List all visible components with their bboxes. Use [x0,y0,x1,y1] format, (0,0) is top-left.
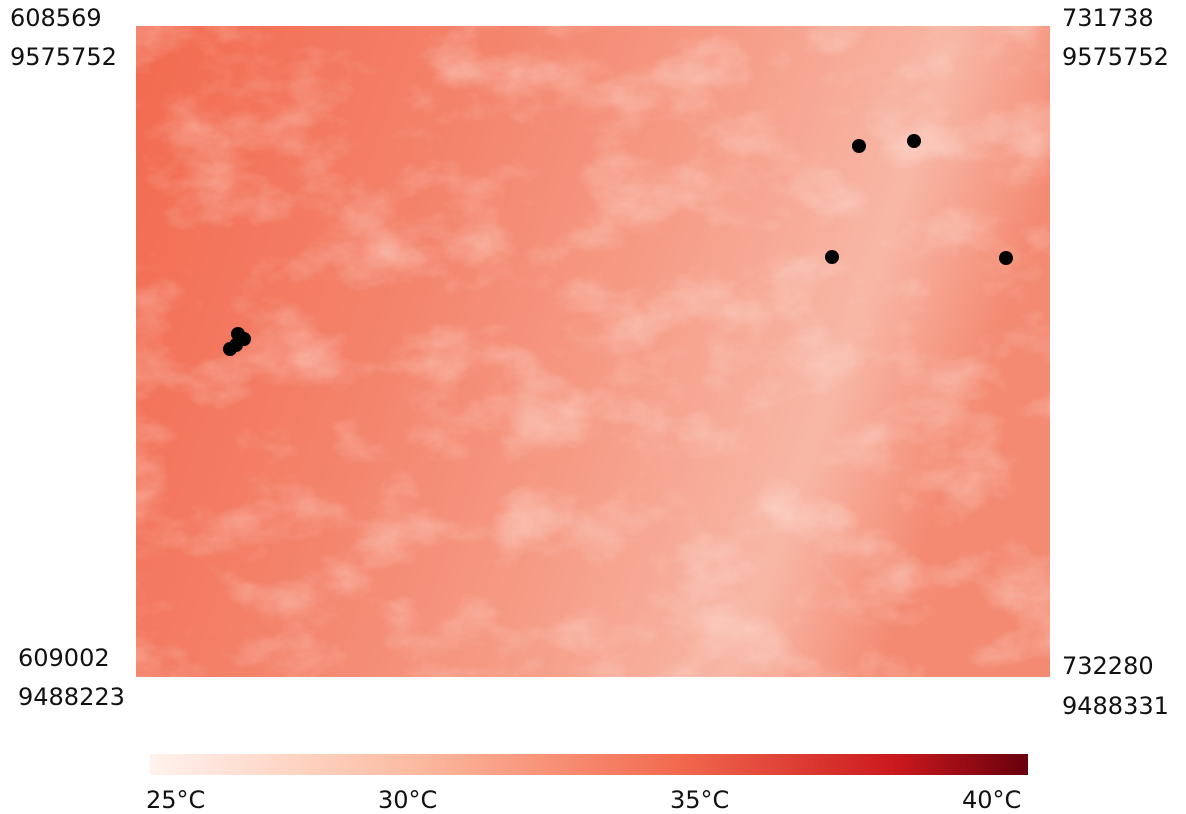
colorbar [150,754,1028,775]
point [852,139,866,153]
page: 608569 9575752 731738 9575752 609002 948… [0,0,1186,814]
point [907,134,921,148]
corner-y: 9488331 [1062,692,1169,720]
corner-x: 609002 [18,644,110,672]
legend-tick: 40°C [962,786,1021,814]
corner-x: 731738 [1062,4,1154,32]
corner-y: 9575752 [10,43,117,71]
legend-tick: 35°C [670,786,729,814]
map [0,0,1186,814]
corner-y: 9488223 [18,683,125,711]
corner-y: 9575752 [1062,43,1169,71]
legend-tick: 30°C [378,786,437,814]
legend-tick: 25°C [146,786,205,814]
corner-x: 608569 [10,4,102,32]
heat-texture [136,26,1050,677]
point [223,342,237,356]
point [999,251,1013,265]
corner-x: 732280 [1062,652,1154,680]
point [825,250,839,264]
